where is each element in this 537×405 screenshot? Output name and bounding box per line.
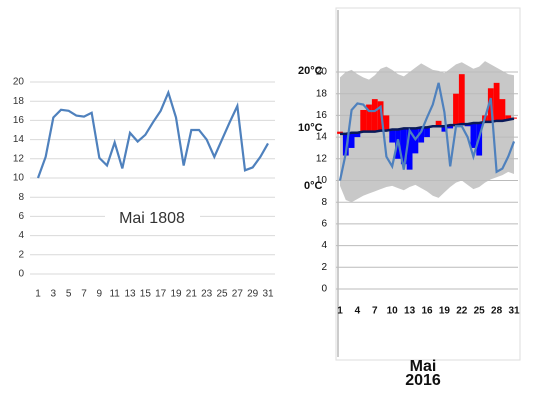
annotation: 10°C bbox=[298, 122, 323, 134]
y-tick-label: 0 bbox=[18, 269, 24, 280]
anomaly-bar bbox=[406, 128, 413, 170]
y-tick-label: 4 bbox=[18, 230, 24, 241]
annotation: Mai 1808 bbox=[119, 210, 185, 227]
anomaly-bar bbox=[366, 104, 372, 132]
x-tick-label: 28 bbox=[491, 306, 503, 317]
x-tick-label: 22 bbox=[456, 306, 468, 317]
x-tick-label: 3 bbox=[51, 289, 57, 300]
anomaly-bar bbox=[435, 120, 442, 127]
x-tick-label: 1 bbox=[35, 289, 41, 300]
annotation: 20°C bbox=[298, 65, 323, 77]
x-tick-label: 23 bbox=[201, 289, 213, 300]
anomaly-bar bbox=[418, 127, 425, 143]
x-tick-label: 19 bbox=[170, 289, 182, 300]
y-tick-label: 14 bbox=[13, 134, 25, 145]
x-tick-label: 27 bbox=[232, 289, 244, 300]
y-tick-label: 16 bbox=[13, 115, 25, 126]
x-tick-label: 13 bbox=[404, 306, 416, 317]
anomaly-bar bbox=[371, 99, 378, 132]
y-tick-label: 6 bbox=[321, 219, 327, 230]
chart-title: Mai bbox=[410, 358, 437, 375]
anomaly-bar bbox=[383, 115, 390, 131]
y-tick-label: 18 bbox=[13, 96, 25, 107]
x-tick-label: 5 bbox=[66, 289, 72, 300]
x-tick-label: 9 bbox=[97, 289, 103, 300]
x-tick-label: 25 bbox=[216, 289, 228, 300]
x-tick-label: 4 bbox=[355, 306, 361, 317]
x-tick-label: 19 bbox=[439, 306, 451, 317]
y-tick-label: 14 bbox=[316, 132, 328, 143]
anomaly-bar bbox=[505, 115, 512, 120]
data-line bbox=[338, 82, 516, 181]
y-tick-label: 2 bbox=[18, 249, 24, 260]
y-tick-label: 20 bbox=[316, 67, 328, 78]
y-tick-label: 20 bbox=[13, 77, 25, 88]
anomaly-bar bbox=[493, 82, 500, 121]
anomaly-bar bbox=[511, 117, 517, 119]
y-tick-label: 0 bbox=[321, 284, 327, 295]
x-tick-label: 15 bbox=[140, 289, 152, 300]
anomaly-bar bbox=[441, 126, 448, 132]
x-tick-label: 16 bbox=[421, 306, 433, 317]
x-tick-label: 31 bbox=[508, 306, 520, 317]
y-tick-label: 18 bbox=[316, 88, 328, 99]
y-tick-label: 12 bbox=[316, 153, 328, 164]
y-tick-label: 8 bbox=[321, 197, 327, 208]
x-tick-label: 21 bbox=[186, 289, 198, 300]
annotation: 0°C bbox=[304, 180, 323, 192]
x-tick-label: 13 bbox=[124, 289, 136, 300]
right-frame bbox=[335, 7, 521, 361]
anomaly-bar bbox=[389, 129, 396, 143]
x-tick-label: 11 bbox=[109, 289, 120, 300]
anomaly-bar bbox=[499, 99, 506, 121]
y-tick-label: 10 bbox=[13, 173, 25, 184]
anomaly-bar bbox=[447, 125, 454, 129]
x-tick-label: 17 bbox=[155, 289, 167, 300]
data-line bbox=[36, 89, 269, 179]
y-tick-label: 4 bbox=[321, 240, 327, 251]
y-tick-label: 12 bbox=[13, 153, 25, 164]
anomaly-bar bbox=[342, 133, 349, 156]
x-tick-label: 29 bbox=[247, 289, 259, 300]
anomaly-bar bbox=[424, 127, 430, 138]
anomaly-bar bbox=[400, 128, 407, 165]
x-tick-label: 7 bbox=[372, 306, 378, 317]
x-tick-label: 7 bbox=[81, 289, 87, 300]
anomaly-bar bbox=[354, 132, 361, 138]
y-tick-label: 16 bbox=[316, 110, 328, 121]
chart-subtitle: 2016 bbox=[405, 372, 441, 389]
x-tick-label: 31 bbox=[262, 289, 274, 300]
y-tick-label: 8 bbox=[18, 192, 24, 203]
y-tick-label: 6 bbox=[18, 211, 24, 222]
y-tick-label: 2 bbox=[321, 262, 327, 273]
anomaly-bar bbox=[348, 132, 355, 148]
x-tick-label: 10 bbox=[387, 306, 399, 317]
anomaly-bar bbox=[453, 93, 459, 126]
x-tick-label: 1 bbox=[337, 306, 343, 317]
anomaly-bar bbox=[470, 122, 477, 148]
anomaly-bar bbox=[360, 109, 367, 132]
annotation-box bbox=[105, 205, 200, 233]
y-tick-label: 10 bbox=[316, 175, 328, 186]
baseline-line bbox=[340, 117, 515, 136]
x-tick-label: 25 bbox=[474, 306, 486, 317]
anomaly-bar bbox=[458, 74, 465, 125]
